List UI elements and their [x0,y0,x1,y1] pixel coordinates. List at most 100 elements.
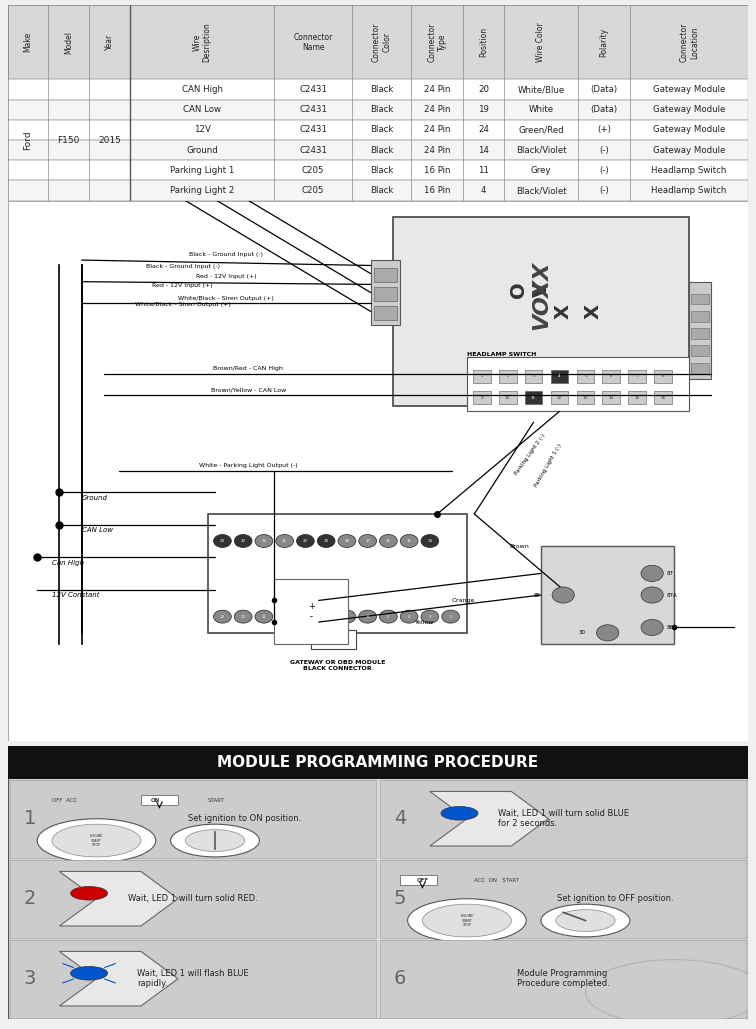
Text: 7: 7 [636,375,639,379]
Text: White/Black - Siren Output (+): White/Black - Siren Output (+) [135,303,231,307]
Circle shape [421,610,438,624]
Text: CAN High: CAN High [181,85,222,94]
Circle shape [255,534,273,547]
Bar [603,391,620,404]
Text: 16 Pin: 16 Pin [424,186,451,196]
Text: Ground: Ground [82,495,107,501]
Text: F150: F150 [57,136,80,144]
Circle shape [276,534,293,547]
Circle shape [52,824,141,857]
Text: Black/Violet: Black/Violet [516,186,566,196]
Text: Wait, LED 1 will turn solid BLUE
for 2 seconds.: Wait, LED 1 will turn solid BLUE for 2 s… [497,809,629,828]
Circle shape [585,960,756,1025]
Text: 87: 87 [667,571,674,576]
Text: Black: Black [370,126,393,135]
Text: Module Programming
Procedure completed.: Module Programming Procedure completed. [517,969,609,989]
Text: 24 Pin: 24 Pin [424,105,451,114]
Circle shape [407,898,526,943]
Circle shape [442,610,460,624]
Text: Green/Red: Green/Red [518,126,564,135]
Text: 9: 9 [304,614,307,618]
Text: White: White [528,105,553,114]
Bar [10,780,376,858]
Bar [380,780,746,858]
Text: 3: 3 [23,969,36,988]
Bar [8,140,748,161]
Text: 24 Pin: 24 Pin [424,85,451,94]
Bar [603,369,620,383]
Circle shape [338,610,356,624]
Text: 11: 11 [478,166,489,175]
Circle shape [556,910,615,931]
Text: C205: C205 [302,186,324,196]
Circle shape [596,625,618,641]
Text: GATEWAY OR OBD MODULE
BLACK CONNECTOR: GATEWAY OR OBD MODULE BLACK CONNECTOR [290,660,385,671]
Text: 24: 24 [220,539,225,543]
Bar [8,100,748,119]
Text: 16: 16 [386,539,391,543]
Text: Wait, LED 1 will turn solid RED.: Wait, LED 1 will turn solid RED. [128,894,258,903]
Circle shape [552,587,575,603]
Text: 85: 85 [534,593,541,598]
Circle shape [421,534,438,547]
Text: +
-: + - [308,602,314,620]
Text: 15: 15 [407,539,411,543]
Bar [655,391,672,404]
Circle shape [338,534,356,547]
Text: Red - 12V Input (+): Red - 12V Input (+) [196,274,256,279]
Text: Connector
Location: Connector Location [680,23,699,62]
Text: Red - 12V Input (+): Red - 12V Input (+) [153,283,213,288]
Text: 8: 8 [325,614,327,618]
Bar [467,357,689,412]
Text: Polarity: Polarity [600,28,609,57]
Circle shape [296,610,314,624]
Circle shape [359,610,376,624]
Text: 11: 11 [531,396,536,400]
Bar [499,391,516,404]
Text: Year: Year [105,34,114,50]
Bar [577,391,594,404]
Text: 12: 12 [557,396,562,400]
Text: 6: 6 [394,969,407,988]
Text: ENGINE
START
STOP: ENGINE START STOP [460,914,474,927]
Bar [628,369,646,383]
Text: 1: 1 [23,809,36,828]
Text: 11: 11 [262,614,266,618]
Bar [370,260,400,325]
Text: CAN Low: CAN Low [183,105,221,114]
Circle shape [318,534,335,547]
Text: 2: 2 [449,614,452,618]
Bar [311,630,356,649]
Bar [550,369,569,383]
Text: Gateway Module: Gateway Module [653,126,725,135]
Text: 5: 5 [387,614,389,618]
Text: Black: Black [370,166,393,175]
Bar [499,369,516,383]
Bar [141,795,178,805]
Circle shape [276,610,293,624]
Text: White/Black - Siren Output (+): White/Black - Siren Output (+) [178,295,274,300]
Text: (-): (-) [599,186,609,196]
Text: 14: 14 [478,146,489,154]
Circle shape [423,904,511,936]
Text: 4: 4 [408,614,411,618]
Polygon shape [430,791,548,846]
Text: (-): (-) [599,166,609,175]
Bar [472,391,491,404]
Text: 23: 23 [240,539,246,543]
Text: C205: C205 [302,166,324,175]
Text: Parking Light 1: Parking Light 1 [170,166,234,175]
Text: 4: 4 [394,809,407,828]
Bar [472,369,491,383]
Circle shape [359,534,376,547]
Text: 22: 22 [262,539,266,543]
Text: Model: Model [64,31,73,54]
Bar [10,939,376,1018]
Bar [8,746,748,779]
Text: Parking Light 2: Parking Light 2 [170,186,234,196]
Text: 7: 7 [345,614,348,618]
Text: 5: 5 [584,375,587,379]
Bar [692,311,709,322]
Text: 3: 3 [429,614,431,618]
Text: Parking Light 1 (-): Parking Light 1 (-) [534,442,563,488]
